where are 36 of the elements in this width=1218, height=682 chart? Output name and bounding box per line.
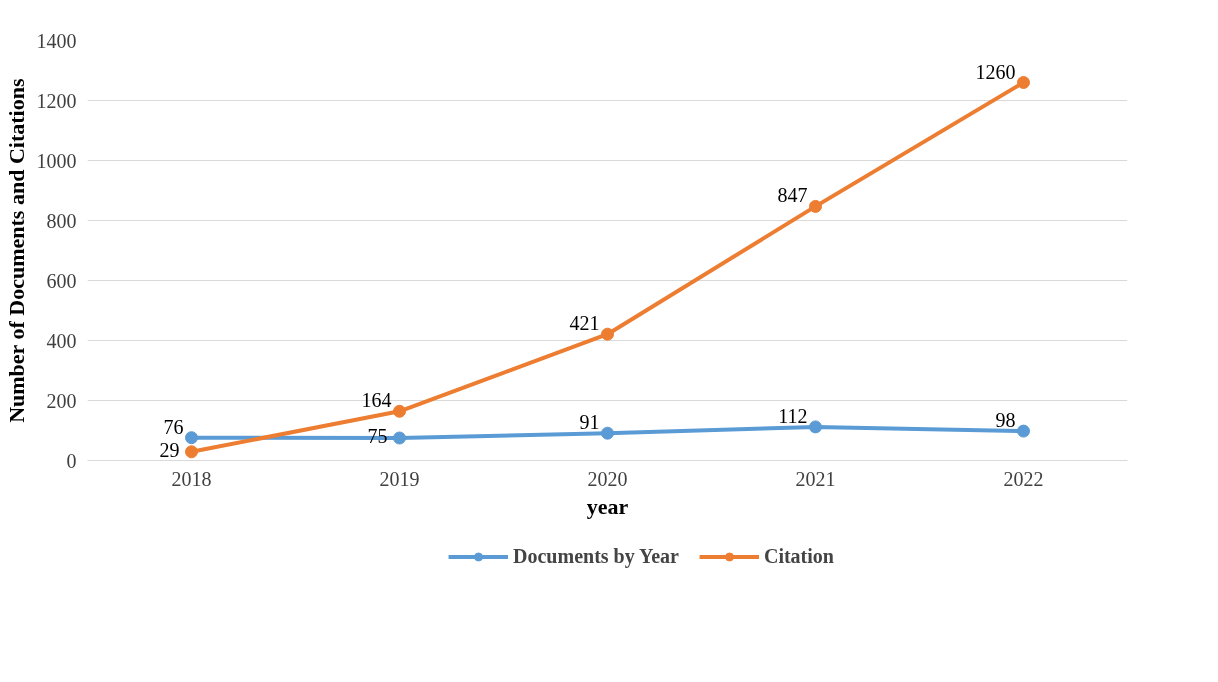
data-label: 91	[579, 411, 600, 434]
x-axis-title: year	[586, 493, 629, 519]
data-label: 421	[569, 312, 600, 335]
data-label: 1260	[975, 60, 1016, 83]
point	[601, 327, 614, 341]
data-label: 76	[163, 415, 184, 438]
point	[393, 404, 406, 418]
y-tick-label: 400	[46, 329, 77, 352]
point	[185, 445, 198, 459]
y-tick-label: 800	[46, 209, 77, 232]
data-label: 164	[361, 389, 392, 412]
point	[601, 426, 614, 440]
point	[809, 420, 822, 434]
point	[185, 431, 198, 445]
data-label: 98	[995, 409, 1016, 432]
x-tick-label: 2018	[171, 467, 212, 490]
y-tick-label: 200	[46, 389, 77, 412]
data-label: 112	[778, 404, 808, 427]
y-tick-label: 1400	[36, 29, 77, 52]
legend-label: Citation	[763, 544, 834, 568]
y-tick-label: 1000	[36, 149, 77, 172]
x-tick-label: 2019	[379, 467, 420, 490]
point	[1017, 76, 1030, 89]
legend-label: Documents by Year	[513, 544, 679, 568]
x-tick-label: 2020	[587, 467, 628, 490]
y-tick-label: 1200	[36, 89, 77, 112]
data-label: 29	[159, 438, 180, 461]
y-tick-label: 0	[66, 449, 77, 472]
y-tick-label: 600	[46, 269, 77, 292]
data-label: 847	[777, 184, 808, 207]
x-tick-label: 2022	[1003, 467, 1044, 490]
y-axis-title: Number of Documents and Citations	[3, 78, 29, 423]
x-tick-label: 2021	[795, 467, 836, 490]
point	[809, 199, 822, 213]
point	[1017, 424, 1030, 438]
point	[393, 431, 406, 445]
